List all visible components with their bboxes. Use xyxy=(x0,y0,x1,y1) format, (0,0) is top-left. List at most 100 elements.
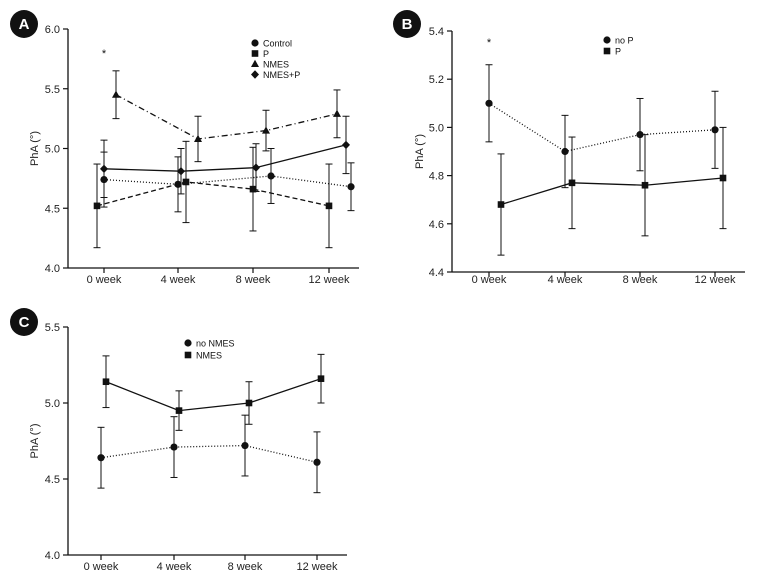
panel-b-badge-label: B xyxy=(402,16,413,33)
panel-b-series-no-p-point xyxy=(636,131,644,139)
panel-a-series-p-point xyxy=(93,202,101,210)
panel-b-y-tick-label: 4.6 xyxy=(429,219,444,231)
panel-b-y-tick-label: 5.4 xyxy=(429,26,444,38)
panel-a-series-p-point xyxy=(249,185,257,193)
panel-c-y-axis-label: PhA (°) xyxy=(29,424,41,459)
panel-c-series-no-nmes-point xyxy=(241,441,249,450)
panel-c: C 4.0 4.5 5.0 5.5 0 week 4 week 8 week 12 week P… xyxy=(10,308,347,573)
panel-a-series-nmes-point xyxy=(333,109,341,117)
panel-b-y-tick-label: 4.8 xyxy=(429,171,444,183)
panel-c-x-tick-label: 8 week xyxy=(228,561,263,573)
panel-a-series-nmes-p-line xyxy=(103,144,347,172)
panel-a-series-control xyxy=(100,148,355,213)
panel-a-y-tick-label: 4.0 xyxy=(45,263,60,275)
panel-a-legend-label: NMES+P xyxy=(263,70,300,80)
panel-b-series-p-point xyxy=(497,201,505,208)
panel-a-x-tick-label: 12 week xyxy=(309,274,350,286)
panel-c-series-no-nmes xyxy=(97,414,321,494)
panel-a-y-tick-label: 6.0 xyxy=(45,24,60,36)
panel-c-series-nmes-point xyxy=(175,407,183,414)
panel-c-series-no-nmes-point xyxy=(313,458,321,466)
panel-a-x-tick-label: 0 week xyxy=(87,274,122,286)
panel-a-series-p-point xyxy=(182,178,190,186)
panel-b-x-tick-label: 12 week xyxy=(695,274,736,286)
panel-c-series-no-nmes-point xyxy=(170,443,178,451)
panel-b-legend-label: P xyxy=(615,47,621,57)
panel-a-series-control-point xyxy=(347,183,355,191)
panel-c-y-tick-label: 5.0 xyxy=(45,398,60,410)
panel-b-badge: B xyxy=(393,10,421,38)
panel-b-x-tick-label: 0 week xyxy=(472,274,507,286)
panel-a-y-tick-label: 5.5 xyxy=(45,84,60,96)
panel-c-y-tick-label: 5.5 xyxy=(45,322,60,334)
panel-b-y-tick-label: 5.2 xyxy=(429,74,444,86)
panel-a-series-p-line xyxy=(96,181,330,207)
panel-c-series-nmes xyxy=(102,353,325,431)
panel-c-x-tick-label: 4 week xyxy=(157,561,192,573)
panel-b-x-tick-label: 8 week xyxy=(623,274,658,286)
panel-b-x-tick-label: 4 week xyxy=(548,274,583,286)
panel-c-legend-marker xyxy=(184,339,192,347)
panel-b: B 4.4 4.6 4.8 5.0 5.2 5.4 0 week 4 week 8 week 12… xyxy=(393,10,745,286)
panel-b-series-no-p-point xyxy=(485,99,493,107)
panel-c-legend-label: no NMES xyxy=(196,339,235,349)
panel-a-legend-marker xyxy=(251,59,259,67)
panel-a-badge-label: A xyxy=(19,16,30,33)
panel-a-series-control-point xyxy=(267,172,275,180)
panel-c-series-nmes-point xyxy=(317,375,325,382)
panel-b-legend-marker xyxy=(603,47,611,55)
panel-b-series-no-p-point xyxy=(711,126,719,134)
panel-a-series-p xyxy=(93,140,333,249)
panel-c-series-no-nmes-line xyxy=(100,444,318,463)
panel-c-legend-label: NMES xyxy=(196,351,222,361)
panel-c-badge: C xyxy=(10,308,38,336)
panel-c-series-nmes-line xyxy=(105,378,322,412)
panel-a-series-nmes-p-point xyxy=(100,164,108,174)
panel-b-series-p xyxy=(497,126,727,256)
panel-a-x-tick-label: 8 week xyxy=(236,274,271,286)
panel-a-significance-star: * xyxy=(102,48,107,60)
panel-b-y-tick-label: 4.4 xyxy=(429,267,444,279)
panel-a-legend-marker xyxy=(251,50,259,57)
panel-a-legend-marker xyxy=(251,70,259,79)
panel-a-legend-marker xyxy=(251,39,259,47)
panel-b-series-no-p xyxy=(485,64,719,189)
panel-b-series-p-point xyxy=(641,181,649,189)
panel-a-y-axis-label: PhA (°) xyxy=(29,131,41,166)
panel-a-series-nmes-p-point xyxy=(342,140,350,150)
panel-b-series-p-point xyxy=(568,179,576,187)
panel-c-series-no-nmes-point xyxy=(97,454,105,462)
panel-a-legend-label: Control xyxy=(263,39,292,49)
panel-c-x-tick-label: 0 week xyxy=(84,561,119,573)
panel-a-series-nmes xyxy=(112,70,341,163)
panel-a-y-tick-label: 5.0 xyxy=(45,144,60,156)
panel-b-series-p-line xyxy=(500,177,724,206)
panel-a: A 4.0 4.5 5.0 5.5 6.0 0 week 4 week 8 week 12 we… xyxy=(10,10,359,286)
panel-a-x-tick-label: 4 week xyxy=(161,274,196,286)
panel-a-series-nmes-point xyxy=(112,90,120,98)
panel-b-plot: 4.4 4.6 4.8 5.0 5.2 5.4 0 week 4 week 8 week 12 w… xyxy=(414,26,745,286)
panel-a-legend-label: NMES xyxy=(263,60,289,70)
panel-a-legend-label: P xyxy=(263,49,269,59)
panel-c-x-tick-label: 12 week xyxy=(297,561,338,573)
panel-a-series-nmes-point xyxy=(262,126,270,134)
panel-c-series-nmes-point xyxy=(102,378,110,386)
panel-b-y-axis-label: PhA (°) xyxy=(414,134,426,169)
panel-a-series-nmes-line xyxy=(115,94,338,140)
panel-c-legend-marker xyxy=(184,351,192,359)
panel-c-y-tick-label: 4.0 xyxy=(45,550,60,562)
panel-a-plot: 4.0 4.5 5.0 5.5 6.0 0 week 4 week 8 week 12 week… xyxy=(29,24,359,286)
panel-a-y-tick-label: 4.5 xyxy=(45,203,60,215)
panel-b-legend-marker xyxy=(603,36,611,44)
panel-a-badge: A xyxy=(10,10,38,38)
panel-b-series-no-p-line xyxy=(488,102,716,153)
panel-a-series-nmes-p xyxy=(100,115,350,198)
panel-a-series-control-line xyxy=(103,175,352,188)
panel-b-series-p-point xyxy=(719,174,727,182)
panel-c-plot: 4.0 4.5 5.0 5.5 0 week 4 week 8 week 12 week PhA… xyxy=(29,322,347,573)
panel-a-series-nmes-point xyxy=(194,134,202,142)
panel-b-series-no-p-point xyxy=(561,147,569,156)
panel-c-series-nmes-point xyxy=(245,399,253,407)
